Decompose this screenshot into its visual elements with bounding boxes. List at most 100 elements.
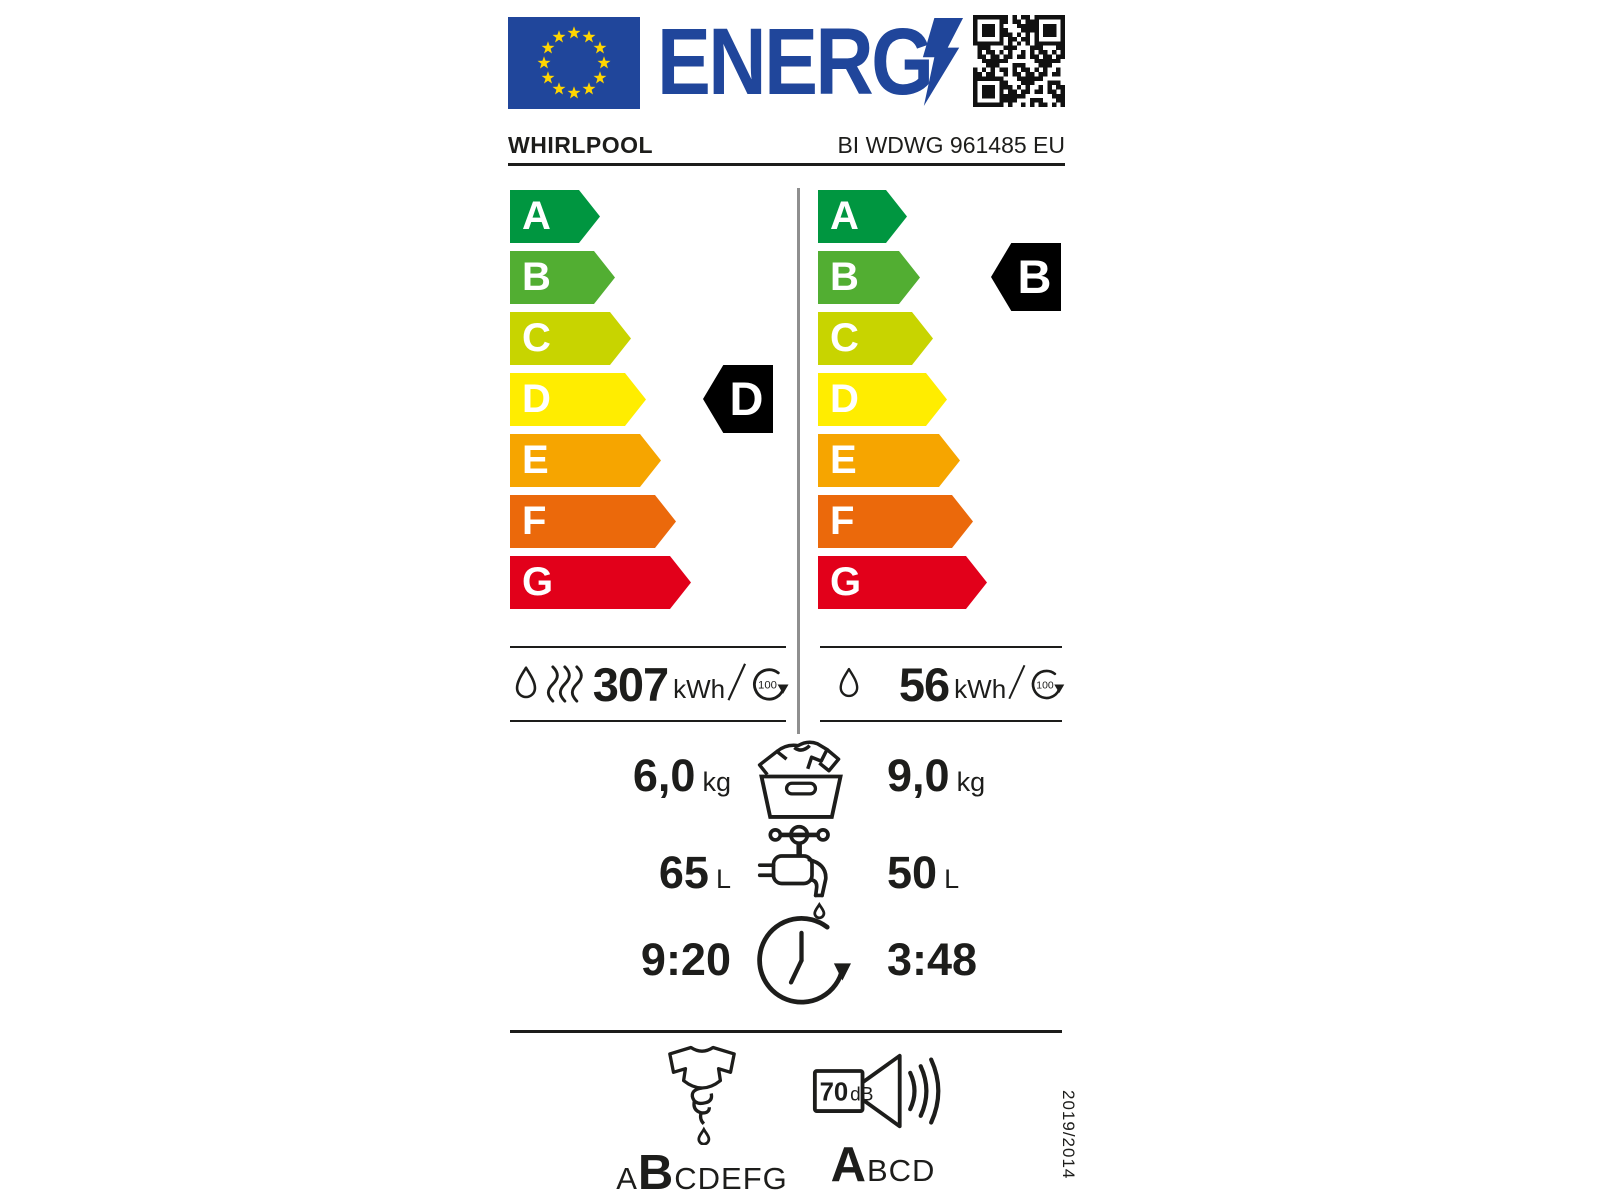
rating-row-c: C <box>818 312 1064 365</box>
noise-db-value: 70 <box>819 1079 848 1107</box>
rating-row-f: F <box>510 495 791 548</box>
noise-class-scale: A BCD <box>808 1137 958 1193</box>
separator-line <box>820 646 1062 648</box>
model-number: BI WDWG 961485 EU <box>837 132 1065 158</box>
lightning-bolt-icon <box>920 18 964 106</box>
rating-row-c: C <box>510 312 791 365</box>
rating-row-b: B <box>510 251 791 304</box>
spin-class-after: CDEFG <box>674 1161 788 1196</box>
capacity-wash: 9,0 kg <box>867 750 1067 802</box>
rating-letter: E <box>522 438 549 482</box>
spin-class-scale: A B CDEFG <box>595 1145 809 1200</box>
water-wash: 50 L <box>867 847 1067 899</box>
water-value: 50 <box>887 846 938 898</box>
water-row: 65 L <box>505 822 1067 920</box>
noise-class-value: A <box>830 1138 867 1192</box>
capacity-value: 9,0 <box>887 750 950 801</box>
rating-arrow-c: C <box>818 312 933 365</box>
clock-icon <box>756 915 851 1004</box>
rating-arrow-e: E <box>818 434 960 487</box>
water-value: 65 <box>658 846 709 898</box>
cycle-counter-icon: 100 <box>1031 669 1065 699</box>
rating-arrow-g: G <box>510 556 691 609</box>
energy-unit: kWh <box>673 673 726 704</box>
energy-value: 307 <box>592 657 669 711</box>
noise-db-unit: dB <box>850 1085 873 1106</box>
rating-letter: A <box>830 194 859 238</box>
rating-arrow-f: F <box>510 495 676 548</box>
energ-logo: ENERG <box>657 9 980 115</box>
laundry-basket-icon <box>757 739 843 819</box>
duration-value: 3:48 <box>887 934 978 985</box>
per-slash <box>1008 664 1026 700</box>
wrung-shirt-icon <box>668 1045 736 1145</box>
regulation-reference: 2019/2014 <box>1059 1090 1078 1180</box>
spin-class-before: A <box>616 1161 638 1196</box>
rating-row-f: F <box>818 495 1064 548</box>
rating-row-a: A <box>510 190 791 243</box>
header-rule <box>508 163 1065 166</box>
eu-flag <box>508 17 640 109</box>
rating-badge-letter: B <box>1017 250 1052 303</box>
rating-row-b: B <box>818 251 1064 304</box>
rating-badge-letter: D <box>729 372 764 425</box>
rating-arrow-d: D <box>818 373 947 426</box>
water-unit: L <box>944 863 960 894</box>
rating-badge-wash-dry: D <box>703 365 773 433</box>
rating-badge-wash: B <box>991 243 1061 311</box>
rating-letter: G <box>830 560 862 604</box>
rating-letter: D <box>522 377 551 421</box>
energy-value: 56 <box>898 657 950 711</box>
water-wash-dry: 65 L <box>505 847 735 899</box>
water-drop-icon <box>515 666 537 699</box>
separator-line <box>510 646 786 648</box>
spin-efficiency-group: A B CDEFG <box>595 1042 809 1200</box>
duration-wash-dry: 9:20 <box>505 934 735 986</box>
faucet-icon <box>757 824 830 920</box>
energy-unit: kWh <box>954 673 1007 704</box>
rating-arrow-a: A <box>818 190 907 243</box>
cycle-count: 100 <box>1036 680 1054 691</box>
column-divider <box>797 188 800 734</box>
brand-name: WHIRLPOOL <box>508 132 654 158</box>
duration-wash: 3:48 <box>867 934 1067 986</box>
per-slash <box>727 663 747 701</box>
eu-flag-stars <box>537 26 611 99</box>
heat-waves-icon <box>546 665 583 703</box>
rating-letter: A <box>522 194 551 238</box>
separator-line <box>820 720 1062 722</box>
rating-arrow-b: B <box>818 251 920 304</box>
rating-row-g: G <box>510 556 791 609</box>
water-unit: L <box>715 863 731 894</box>
rating-arrow-a: A <box>510 190 600 243</box>
rating-row-e: E <box>510 434 791 487</box>
qr-code <box>973 15 1065 107</box>
duration-row: 9:20 3:48 <box>505 908 1067 1012</box>
separator-line <box>510 720 786 722</box>
rating-row-d: D <box>510 373 791 426</box>
rating-arrow-b: B <box>510 251 615 304</box>
rating-arrow-c: C <box>510 312 631 365</box>
rating-letter: E <box>830 438 857 482</box>
energ-logo-text: ENERG <box>657 9 934 115</box>
capacity-unit: kg <box>956 767 986 797</box>
noise-class-after: BCD <box>866 1153 936 1188</box>
rating-arrow-e: E <box>510 434 661 487</box>
rating-arrow-f: F <box>818 495 973 548</box>
rating-arrow-d: D <box>510 373 646 426</box>
rating-letter: C <box>522 316 551 360</box>
rating-letter: B <box>830 255 859 299</box>
duration-value: 9:20 <box>640 934 731 985</box>
speaker-icon: 70 dB <box>812 1053 940 1129</box>
rating-letter: F <box>522 499 547 543</box>
noise-group: 70 dB A BCD <box>808 1046 958 1193</box>
rating-letter: F <box>830 499 855 543</box>
rating-row-a: A <box>818 190 1064 243</box>
water-drop-icon <box>839 667 859 698</box>
rating-letter: B <box>522 255 551 299</box>
rating-arrow-g: G <box>818 556 987 609</box>
